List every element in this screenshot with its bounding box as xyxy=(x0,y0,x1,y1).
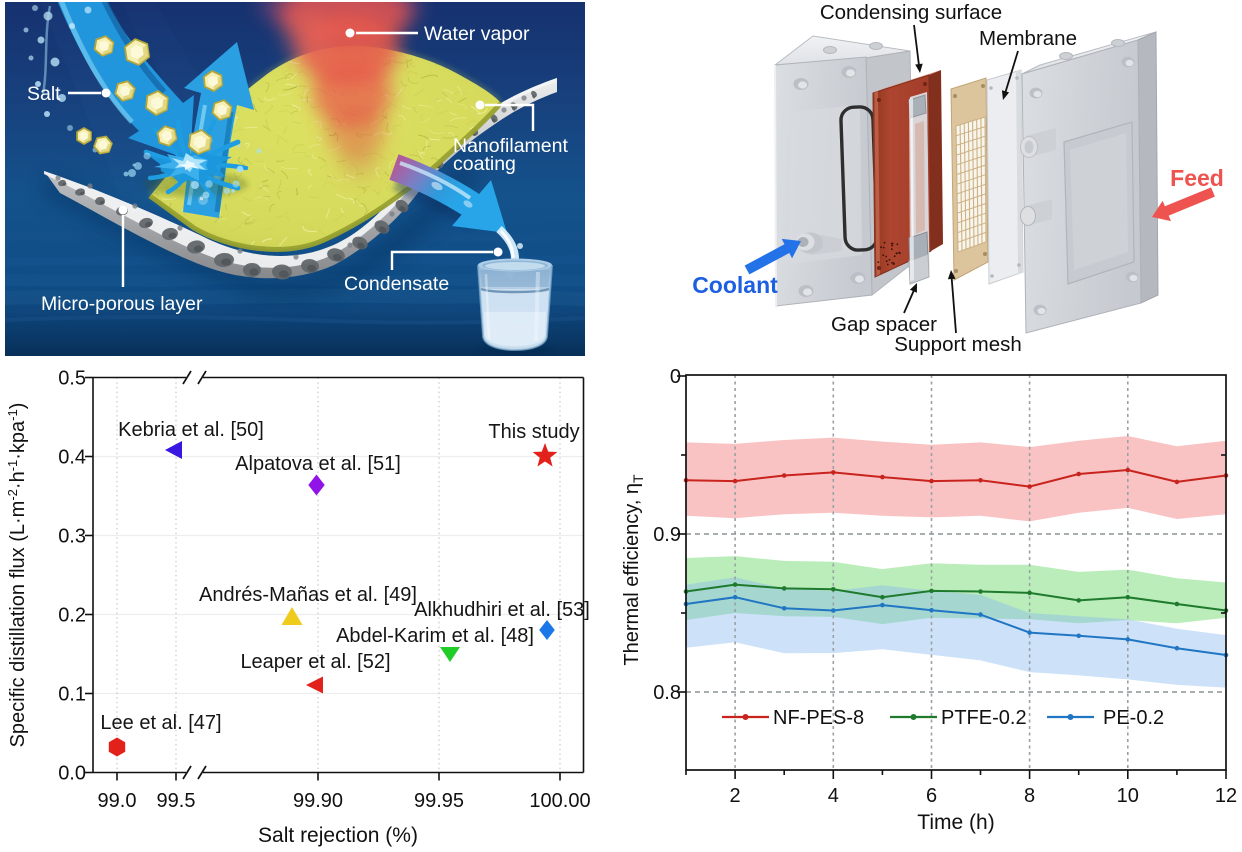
svg-text:8: 8 xyxy=(1024,785,1035,807)
svg-text:0.8: 0.8 xyxy=(653,682,681,704)
svg-text:0.5: 0.5 xyxy=(58,368,86,390)
svg-text:2: 2 xyxy=(730,785,741,807)
svg-text:6: 6 xyxy=(926,785,937,807)
svg-text:Alkhudhiri et al. [53]: Alkhudhiri et al. [53] xyxy=(414,599,590,621)
svg-text:Feed: Feed xyxy=(1170,165,1224,191)
svg-text:Water vapor: Water vapor xyxy=(424,23,530,45)
svg-text:Lee et al. [47]: Lee et al. [47] xyxy=(100,712,221,734)
svg-text:Kebria et al. [50]: Kebria et al. [50] xyxy=(118,419,264,441)
svg-text:Condensing surface: Condensing surface xyxy=(820,1,1002,24)
svg-text:99.95: 99.95 xyxy=(414,790,464,812)
svg-text:NF-PES-8: NF-PES-8 xyxy=(773,707,864,729)
svg-text:Micro-porous layer: Micro-porous layer xyxy=(41,293,203,315)
svg-text:Coolant: Coolant xyxy=(692,272,778,298)
svg-text:0.1: 0.1 xyxy=(58,684,86,706)
svg-text:0.4: 0.4 xyxy=(58,447,86,469)
svg-text:Gap spacer: Gap spacer xyxy=(831,313,937,336)
svg-text:Membrane: Membrane xyxy=(979,27,1077,50)
svg-text:0: 0 xyxy=(670,366,681,388)
svg-text:4: 4 xyxy=(828,785,839,807)
svg-text:Nanofilament: Nanofilament xyxy=(453,135,568,157)
svg-text:Condensate: Condensate xyxy=(344,273,449,295)
svg-text:Alpatova et al. [51]: Alpatova et al. [51] xyxy=(235,453,401,475)
svg-text:0.2: 0.2 xyxy=(58,605,86,627)
svg-text:PE-0.2: PE-0.2 xyxy=(1103,707,1164,729)
svg-text:0.3: 0.3 xyxy=(58,526,86,548)
svg-text:Specific distillation flux (L·: Specific distillation flux (L·m-2·h-1·kp… xyxy=(5,403,29,748)
svg-text:Thermal efficiency, ηT: Thermal efficiency, ηT xyxy=(621,474,646,666)
svg-text:Andrés-Mañas et al. [49]: Andrés-Mañas et al. [49] xyxy=(199,584,417,606)
svg-text:Leaper et al. [52]: Leaper et al. [52] xyxy=(240,651,390,673)
svg-text:This study: This study xyxy=(488,421,579,443)
svg-text:0.9: 0.9 xyxy=(653,524,681,546)
svg-text:Salt rejection (%): Salt rejection (%) xyxy=(258,824,418,847)
svg-text:coating: coating xyxy=(453,153,516,175)
svg-text:0.0: 0.0 xyxy=(58,763,86,785)
svg-text:99.90: 99.90 xyxy=(293,790,343,812)
svg-text:Time (h): Time (h) xyxy=(917,811,994,834)
svg-text:Salt: Salt xyxy=(27,83,61,105)
svg-text:100.00: 100.00 xyxy=(529,790,590,812)
svg-text:10: 10 xyxy=(1117,785,1139,807)
svg-text:99.5: 99.5 xyxy=(157,790,196,812)
svg-text:Support mesh: Support mesh xyxy=(894,333,1022,356)
svg-text:PTFE-0.2: PTFE-0.2 xyxy=(941,707,1027,729)
svg-text:Abdel-Karim et al. [48]: Abdel-Karim et al. [48] xyxy=(336,625,534,647)
svg-text:99.0: 99.0 xyxy=(98,790,137,812)
svg-text:12: 12 xyxy=(1215,785,1237,807)
